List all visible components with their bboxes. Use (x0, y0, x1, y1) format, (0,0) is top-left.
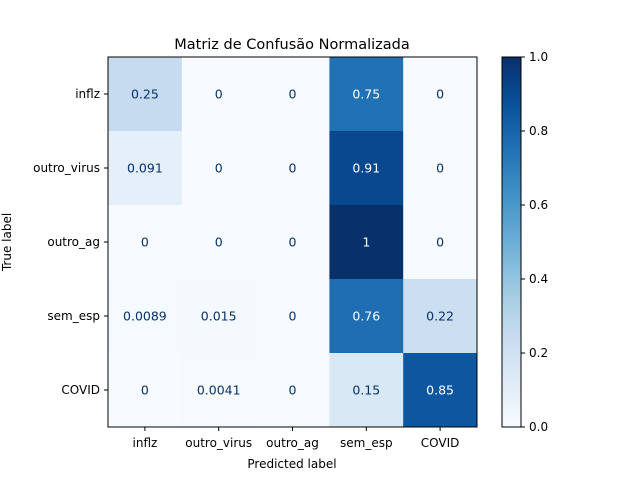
heatmap-cell-0-4 (403, 57, 478, 132)
colorbar-tick-label-0: 0.0 (529, 420, 548, 434)
heatmap-cell-label-1-3: 0.91 (352, 161, 380, 176)
x-axis-ticks: inflz outro_virus outro_ag sem_esp COVID (133, 427, 460, 450)
heatmap-cell-4-2 (255, 353, 330, 428)
heatmap-cell-label-4-1: 0.0041 (197, 383, 241, 398)
heatmap-cell-label-0-0: 0.25 (131, 87, 159, 102)
heatmap-cell-0-0 (108, 57, 183, 132)
heatmap-cell-label-2-2: 0 (289, 235, 297, 250)
heatmap-cell-label-2-3: 1 (362, 235, 370, 250)
heatmap-cell-0-2 (255, 57, 330, 132)
colorbar-tick-label-3: 0.6 (529, 198, 548, 212)
x-axis-label: Predicted label (247, 457, 336, 471)
x-tick-label-3: sem_esp (340, 436, 393, 450)
heatmap-cell-4-3 (329, 353, 404, 428)
heatmap-cell-3-4 (403, 279, 478, 354)
heatmap-cell-4-0 (108, 353, 183, 428)
heatmap-cell-label-1-2: 0 (289, 161, 297, 176)
y-tick-label-1: outro_virus (33, 161, 100, 175)
heatmap-cell-label-0-2: 0 (289, 87, 297, 102)
heatmap-cell-3-0 (108, 279, 183, 354)
heatmap-cell-label-4-3: 0.15 (352, 383, 380, 398)
y-tick-label-0: inflz (75, 87, 100, 101)
y-axis-ticks: inflz outro_virus outro_ag sem_esp COVID (33, 87, 108, 397)
heatmap-cell-label-2-4: 0 (436, 235, 444, 250)
heatmap-cell-4-1 (181, 353, 256, 428)
colorbar-tick-label-4: 0.8 (529, 124, 548, 138)
y-tick-label-3: sem_esp (47, 309, 100, 323)
heatmap-cell-label-0-1: 0 (215, 87, 223, 102)
heatmap-cell-1-0 (108, 131, 183, 206)
heatmap-cells (108, 57, 478, 428)
heatmap-cell-label-4-2: 0 (289, 383, 297, 398)
heatmap-cell-3-2 (255, 279, 330, 354)
y-axis-label: True label (0, 213, 14, 272)
heatmap-cell-label-2-1: 0 (215, 235, 223, 250)
x-tick-label-1: outro_virus (185, 436, 252, 450)
heatmap-cell-2-0 (108, 205, 183, 280)
heatmap-cell-label-1-0: 0.091 (127, 161, 163, 176)
heatmap-cell-1-1 (181, 131, 256, 206)
heatmap-cell-labels: 0.25 0 0 0.75 0 0.091 0 0 0.91 0 0 0 0 1 0 0.0089 0.015 0… (123, 87, 454, 398)
heatmap-cell-label-4-4: 0.85 (426, 383, 454, 398)
heatmap-cell-0-3 (329, 57, 404, 132)
heatmap-cell-label-1-4: 0 (436, 161, 444, 176)
chart-title: Matriz de Confusão Normalizada (174, 37, 410, 53)
heatmap-cell-label-0-4: 0 (436, 87, 444, 102)
x-tick-label-2: outro_ag (266, 436, 319, 450)
heatmap-cell-3-3 (329, 279, 404, 354)
colorbar-ticks: 0.0 0.2 0.4 0.6 0.8 1.0 (521, 50, 548, 434)
heatmap-cell-label-3-3: 0.76 (352, 309, 380, 324)
x-tick-label-0: inflz (133, 436, 158, 450)
heatmap-cell-2-4 (403, 205, 478, 280)
heatmap-cell-2-1 (181, 205, 256, 280)
heatmap-cell-3-1 (181, 279, 256, 354)
heatmap-cell-label-3-2: 0 (289, 309, 297, 324)
heatmap-cell-label-2-0: 0 (141, 235, 149, 250)
heatmap-cell-1-4 (403, 131, 478, 206)
heatmap-cell-4-4 (403, 353, 478, 428)
heatmap-cell-label-0-3: 0.75 (352, 87, 380, 102)
heatmap-cell-label-3-4: 0.22 (426, 309, 454, 324)
heatmap-cell-label-4-0: 0 (141, 383, 149, 398)
colorbar (501, 56, 522, 428)
heatmap-cell-1-3 (329, 131, 404, 206)
heatmap-cell-1-2 (255, 131, 330, 206)
colorbar-tick-label-5: 1.0 (529, 50, 548, 64)
heatmap-cell-0-1 (181, 57, 256, 132)
heatmap-cell-label-3-0: 0.0089 (123, 309, 167, 324)
heatmap-cell-2-2 (255, 205, 330, 280)
y-tick-label-2: outro_ag (47, 235, 100, 249)
x-tick-label-4: COVID (421, 436, 460, 450)
heatmap-cell-2-3 (329, 205, 404, 280)
heatmap-cell-label-3-1: 0.015 (201, 309, 237, 324)
heatmap-cell-label-1-1: 0 (215, 161, 223, 176)
y-tick-label-4: COVID (61, 383, 100, 397)
colorbar-tick-label-1: 0.2 (529, 346, 548, 360)
colorbar-tick-label-2: 0.4 (529, 272, 548, 286)
